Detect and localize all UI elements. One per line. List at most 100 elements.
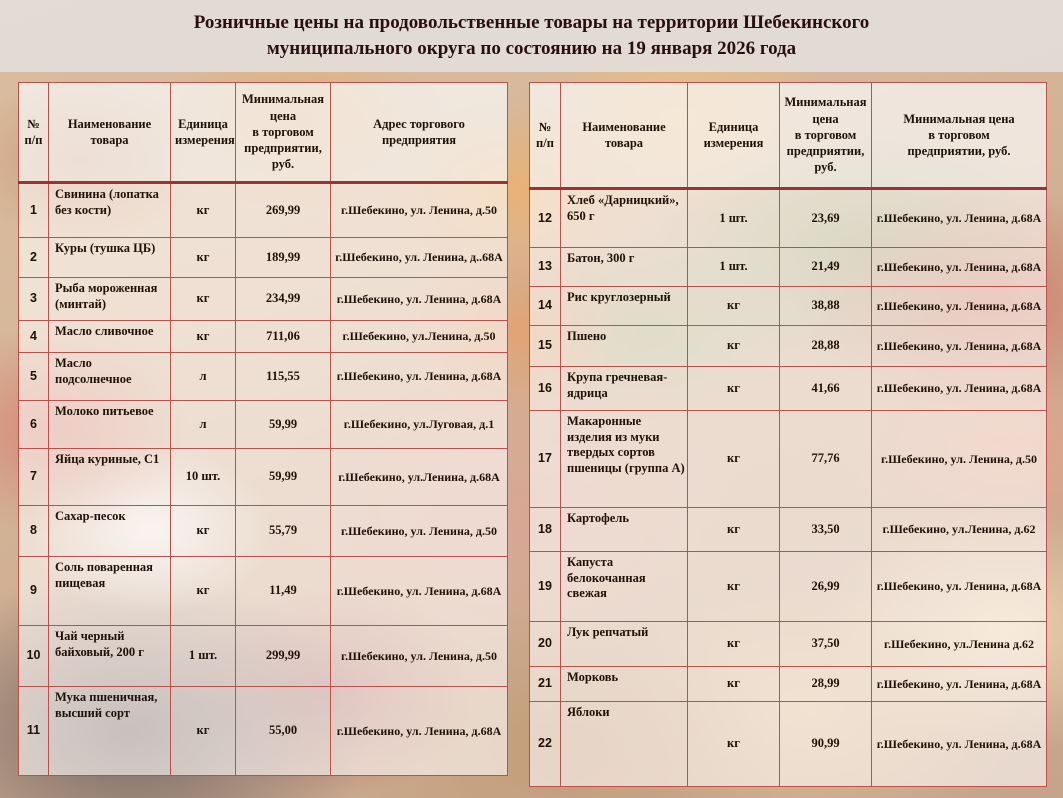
cell-product-name: Масло сливочное bbox=[48, 320, 171, 353]
cell-min-price: 33,50 bbox=[779, 507, 872, 552]
cell-unit-of-measure: кг bbox=[170, 556, 236, 626]
cell-row-number: 5 bbox=[18, 352, 49, 401]
cell-row-number: 10 bbox=[18, 625, 49, 687]
cell-product-name: Морковь bbox=[560, 666, 688, 702]
table-row: 17 Макаронные изделия из муки твердых сор… bbox=[529, 410, 1047, 508]
cell-product-name: Мука пшеничная, высший сорт bbox=[48, 686, 171, 776]
cell-row-number: 17 bbox=[529, 410, 561, 508]
cell-min-price: 55,79 bbox=[235, 505, 331, 557]
col-header-product: Наименование товара bbox=[560, 82, 688, 190]
cell-store-address: г.Шебекино, ул.Ленина, д.50 bbox=[330, 320, 508, 353]
cell-row-number: 21 bbox=[529, 666, 561, 702]
cell-min-price: 59,99 bbox=[235, 400, 331, 449]
cell-min-price: 299,99 bbox=[235, 625, 331, 687]
cell-unit-of-measure: кг bbox=[687, 366, 780, 411]
cell-unit-of-measure: кг bbox=[687, 621, 780, 667]
cell-unit-of-measure: кг bbox=[687, 701, 780, 787]
cell-store-address: г.Шебекино, ул.Ленина д.62 bbox=[871, 621, 1047, 667]
cell-product-name: Масло подсолнечное bbox=[48, 352, 171, 401]
cell-unit-of-measure: л bbox=[170, 352, 236, 401]
col-header-product: Наименование товара bbox=[48, 82, 171, 184]
cell-min-price: 37,50 bbox=[779, 621, 872, 667]
table-row: 18 Картофель кг 33,50 г.Шебекино, ул.Ленина,… bbox=[529, 507, 1047, 552]
table-row: 4 Масло сливочное кг 711,06 г.Шебекино, ул.Л… bbox=[18, 320, 508, 353]
cell-store-address: г.Шебекино, ул. Ленина, д.50 bbox=[330, 625, 508, 687]
cell-store-address: г.Шебекино, ул.Луговая, д.1 bbox=[330, 400, 508, 449]
cell-product-name: Яблоки bbox=[560, 701, 688, 787]
cell-row-number: 8 bbox=[18, 505, 49, 557]
col-header-min-price: Минимальная цена в торговом предприятии,… bbox=[235, 82, 331, 184]
cell-product-name: Чай черный байховый, 200 г bbox=[48, 625, 171, 687]
cell-min-price: 28,88 bbox=[779, 325, 872, 367]
cell-unit-of-measure: кг bbox=[170, 182, 236, 238]
cell-store-address: г.Шебекино, ул. Ленина, д.50 bbox=[330, 505, 508, 557]
cell-row-number: 15 bbox=[529, 325, 561, 367]
right-table-header: № п/п Наименование товара Единица измере… bbox=[529, 82, 1047, 190]
price-table-left: № п/п Наименование товара Единица измере… bbox=[18, 82, 508, 776]
table-row: 7 Яйца куриные, С1 10 шт. 59,99 г.Шебекино, … bbox=[18, 448, 508, 506]
cell-row-number: 3 bbox=[18, 277, 49, 321]
header-row: № п/п Наименование товара Единица измере… bbox=[18, 82, 508, 184]
cell-min-price: 41,66 bbox=[779, 366, 872, 411]
cell-min-price: 11,49 bbox=[235, 556, 331, 626]
cell-store-address: г.Шебекино, ул. Ленина, д.50 bbox=[871, 410, 1047, 508]
cell-product-name: Рыба мороженная (минтай) bbox=[48, 277, 171, 321]
col-header-address: Адрес торгового предприятия bbox=[330, 82, 508, 184]
cell-product-name: Крупа гречневая-ядрица bbox=[560, 366, 688, 411]
cell-unit-of-measure: кг bbox=[170, 237, 236, 278]
page-title: Розничные цены на продовольственные това… bbox=[0, 10, 1063, 62]
cell-row-number: 14 bbox=[529, 286, 561, 326]
table-row: 22 Яблоки кг 90,99 г.Шебекино, ул. Ленина, д… bbox=[529, 701, 1047, 787]
cell-min-price: 26,99 bbox=[779, 551, 872, 622]
table-row: 8 Сахар-песок кг 55,79 г.Шебекино, ул. Ленин… bbox=[18, 505, 508, 557]
cell-product-name: Картофель bbox=[560, 507, 688, 552]
col-header-number: № п/п bbox=[529, 82, 561, 190]
cell-store-address: г.Шебекино, ул. Ленина, д.68А bbox=[871, 325, 1047, 367]
page-title-line2: муниципального округа по состоянию на 19… bbox=[266, 38, 797, 59]
cell-product-name: Соль поваренная пищевая bbox=[48, 556, 171, 626]
table-row: 6 Молоко питьевое л 59,99 г.Шебекино, ул.Луг… bbox=[18, 400, 508, 449]
cell-unit-of-measure: кг bbox=[170, 686, 236, 776]
cell-unit-of-measure: кг bbox=[170, 277, 236, 321]
cell-row-number: 19 bbox=[529, 551, 561, 622]
table-row: 5 Масло подсолнечное л 115,55 г.Шебекино, ул… bbox=[18, 352, 508, 401]
cell-store-address: г.Шебекино, ул. Ленина, д.68А bbox=[330, 277, 508, 321]
table-row: 14 Рис круглозерный кг 38,88 г.Шебекино, ул.… bbox=[529, 286, 1047, 326]
cell-store-address: г.Шебекино, ул. Ленина, д.68А bbox=[871, 666, 1047, 702]
cell-min-price: 234,99 bbox=[235, 277, 331, 321]
cell-row-number: 16 bbox=[529, 366, 561, 411]
cell-min-price: 115,55 bbox=[235, 352, 331, 401]
col-header-unit: Единица измерения bbox=[687, 82, 780, 190]
cell-unit-of-measure: 10 шт. bbox=[170, 448, 236, 506]
cell-unit-of-measure: кг bbox=[687, 507, 780, 552]
cell-store-address: г.Шебекино, ул. Ленина, д.68А bbox=[871, 366, 1047, 411]
cell-min-price: 77,76 bbox=[779, 410, 872, 508]
title-band bbox=[0, 0, 1063, 72]
cell-row-number: 11 bbox=[18, 686, 49, 776]
cell-store-address: г.Шебекино, ул. Ленина, д.68А bbox=[330, 556, 508, 626]
cell-min-price: 23,69 bbox=[779, 188, 872, 248]
cell-store-address: г.Шебекино, ул. Ленина, д.68А bbox=[871, 247, 1047, 287]
cell-store-address: г.Шебекино, ул. Ленина, д.68А bbox=[871, 188, 1047, 248]
cell-unit-of-measure: 1 шт. bbox=[687, 247, 780, 287]
cell-store-address: г.Шебекино, ул. Ленина, д.68А bbox=[871, 701, 1047, 787]
cell-unit-of-measure: кг bbox=[687, 551, 780, 622]
table-row: 11 Мука пшеничная, высший сорт кг 55,00 г.Ше… bbox=[18, 686, 508, 776]
cell-min-price: 21,49 bbox=[779, 247, 872, 287]
cell-row-number: 2 bbox=[18, 237, 49, 278]
cell-product-name: Рис круглозерный bbox=[560, 286, 688, 326]
cell-unit-of-measure: 1 шт. bbox=[687, 188, 780, 248]
cell-product-name: Лук репчатый bbox=[560, 621, 688, 667]
cell-store-address: г.Шебекино, ул. Ленина, д.68А bbox=[330, 686, 508, 776]
table-row: 19 Капуста белокочанная свежая кг 26,99 г.Ше… bbox=[529, 551, 1047, 622]
cell-min-price: 38,88 bbox=[779, 286, 872, 326]
cell-row-number: 22 bbox=[529, 701, 561, 787]
cell-store-address: г.Шебекино, ул. Ленина, д..68А bbox=[330, 237, 508, 278]
cell-row-number: 9 bbox=[18, 556, 49, 626]
cell-unit-of-measure: л bbox=[170, 400, 236, 449]
cell-unit-of-measure: кг bbox=[687, 286, 780, 326]
table-row: 9 Соль поваренная пищевая кг 11,49 г.Шебекин… bbox=[18, 556, 508, 626]
